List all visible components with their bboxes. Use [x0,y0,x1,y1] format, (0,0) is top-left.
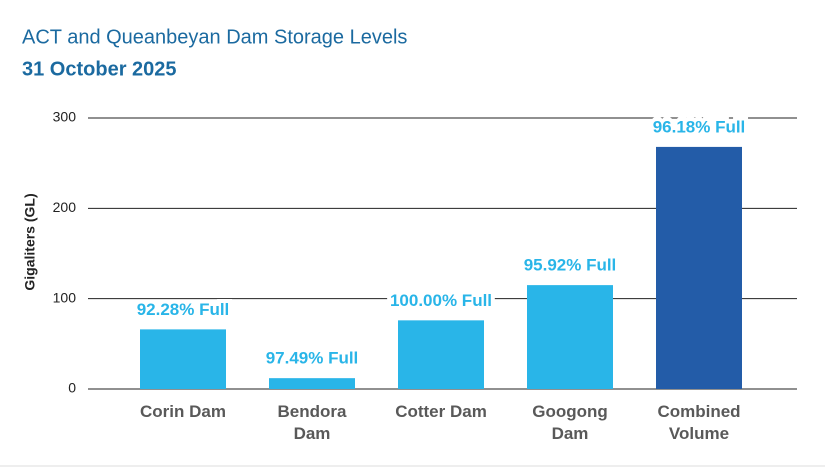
bar [140,329,226,389]
x-tick-label: Googong Dam [532,402,608,443]
bar [656,146,742,389]
bar-annotation: 97.49% Full [266,349,359,368]
y-tick-label: 300 [53,109,77,125]
x-tick-label: Cotter Dam [395,402,487,421]
chart-title: ACT and Queanbeyan Dam Storage Levels [22,26,407,48]
x-tick-label: Corin Dam [140,402,226,421]
y-tick-label: 100 [53,289,77,305]
bar-annotation: 92.28% Full [137,300,230,319]
x-tick-label: Combined Volume [657,402,741,443]
bar-annotation: 96.18% Full [653,117,746,136]
x-tick-label: Bendora Dam [277,402,347,443]
bar [269,378,355,389]
bar [398,320,484,389]
bar-annotation: 100.00% Full [390,291,492,310]
bar [527,285,613,389]
y-axis-label: Gigaliters (GL) [22,193,38,290]
bar-annotation: 95.92% Full [524,256,617,275]
chart-subtitle: 31 October 2025 [22,58,177,80]
y-tick-label: 0 [68,380,76,396]
y-tick-label: 200 [53,199,77,215]
